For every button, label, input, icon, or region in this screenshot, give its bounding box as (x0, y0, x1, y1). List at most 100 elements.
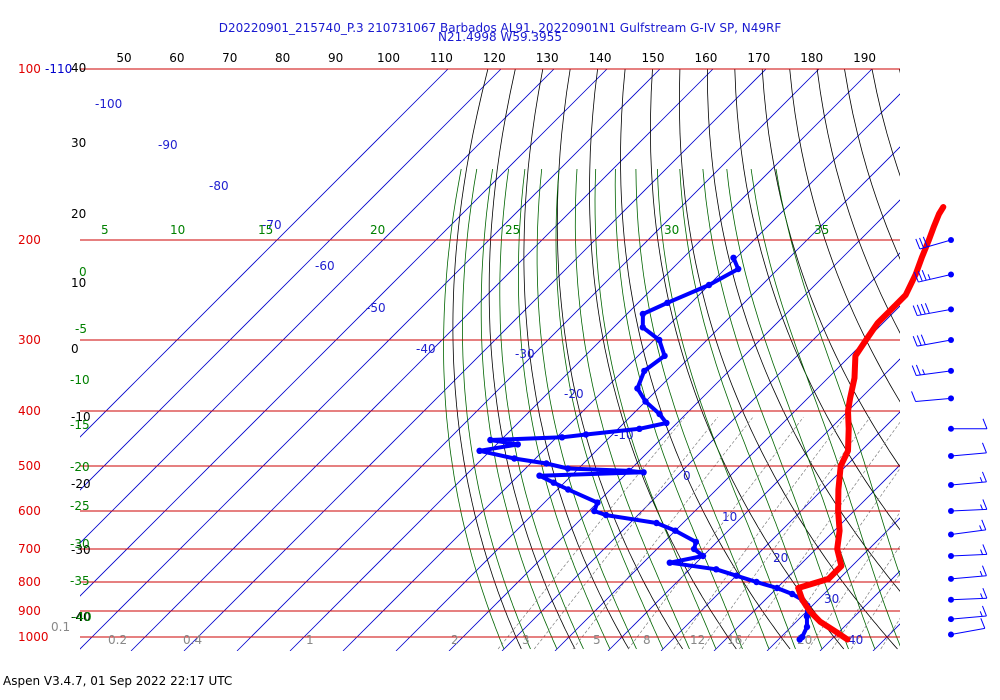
wind-barb (915, 236, 954, 250)
wind-barb-half-flag (979, 611, 983, 617)
footer-version-timestamp: Aspen V3.4.7, 01 Sep 2022 22:17 UTC (3, 674, 233, 688)
moist-adiabat-label: -40 (72, 610, 92, 624)
mixing-ratio-line (913, 417, 1000, 649)
wind-barb-dot (948, 425, 954, 432)
moist-adiabat-label: -30 (70, 537, 90, 551)
moist-adiabat-line (614, 168, 743, 650)
wind-barb-staff (950, 452, 987, 457)
left-height-label: -20 (71, 477, 91, 491)
isotherm-line (342, 93, 900, 651)
left-height-label: 40 (71, 61, 86, 75)
wind-barb-staff (950, 529, 986, 535)
wind-barb-flag (924, 303, 930, 314)
top-axis-tick-label: 50 (116, 51, 131, 65)
top-axis-tick-label: 170 (747, 51, 770, 65)
isotherm-line (80, 69, 608, 597)
dry-adiabat-line (982, 69, 1000, 649)
wind-barb-half-flag (979, 525, 983, 531)
pressure-label: 200 (18, 233, 41, 247)
mixing-ratio-line (880, 617, 900, 650)
wind-barb-dot (948, 452, 954, 459)
top-axis-tick-label: 190 (853, 51, 876, 65)
wind-barb-half-flag (927, 274, 931, 280)
dry-adiabat-line (488, 69, 576, 650)
dry-adiabat-line (589, 69, 737, 650)
mixing-ratio-line (739, 421, 900, 650)
top-axis-tick-label: 160 (694, 51, 717, 65)
isotherm-label: 30 (824, 592, 839, 606)
wind-barb-staff (950, 508, 987, 512)
dry-adiabat-line (452, 69, 522, 650)
isotherm-line (501, 252, 900, 651)
top-axis-tick-label: 140 (589, 51, 612, 65)
pressure-label: 400 (18, 404, 41, 418)
isotherm-line (872, 623, 900, 651)
wind-barb-staff (919, 239, 952, 250)
isotherm-line (80, 69, 502, 491)
mixing-ratio-line (831, 545, 900, 650)
isotherm-line (660, 411, 900, 651)
wind-barb-staff (917, 308, 952, 317)
wind-barb-staff (950, 481, 987, 486)
wind-barb (948, 605, 987, 623)
mixing-ratio-line (533, 416, 718, 650)
left-height-label: 10 (71, 276, 86, 290)
wind-barb-half-flag (980, 549, 984, 555)
isotherm-line (979, 69, 1000, 651)
isotherm-line (554, 305, 900, 651)
mixing-ratio-label: 0.2 (108, 633, 127, 647)
wind-barb-half-flag (980, 593, 984, 599)
moist-adiabat-label: 25 (505, 223, 520, 237)
wind-barb-flag (982, 588, 988, 599)
wind-barb-flag (911, 365, 917, 376)
dry-adiabat-line (620, 69, 791, 650)
wind-barb (948, 499, 988, 514)
wind-barb-flag (920, 334, 926, 345)
wind-barb-dot (948, 337, 954, 344)
wind-barb (948, 565, 987, 582)
dry-adiabat-line (761, 69, 900, 468)
pressure-label: 700 (18, 542, 41, 556)
wind-barb-half-flag (979, 477, 983, 483)
wind-barb-staff (950, 627, 985, 636)
chart-title-line-1: D20220901_215740_P.3 210731067 Barbados … (218, 21, 782, 35)
isotherm-label: -20 (564, 387, 584, 401)
left-height-label: 0 (71, 342, 79, 356)
pressure-upper-label: -110 (45, 62, 72, 76)
isotherm-label: -60 (315, 259, 335, 273)
wind-barb (948, 442, 987, 459)
isotherm-label: 0 (683, 469, 691, 483)
moist-adiabat-line (657, 168, 796, 650)
wind-barb-dot (948, 367, 954, 374)
wind-barb-flag (919, 237, 925, 249)
wind-barb-staff (950, 597, 987, 601)
moist-adiabat-line (775, 168, 900, 577)
moist-adiabat-line (499, 168, 584, 650)
wind-barb-dot (948, 631, 954, 638)
top-axis-tick-label: 120 (483, 51, 506, 65)
wind-barb-flag (916, 304, 922, 316)
mixing-ratio-line (701, 416, 871, 650)
isotherm-line (130, 69, 714, 651)
wind-barb-dot (948, 531, 954, 538)
moist-adiabat-label: 30 (664, 223, 679, 237)
wind-barb (911, 364, 954, 377)
isotherm-label: 40 (848, 633, 863, 647)
mixing-ratio-label: 2 (451, 633, 459, 647)
isotherm-line (236, 69, 820, 651)
isotherm-line (183, 69, 767, 651)
wind-barb (948, 418, 988, 432)
left-height-label: -30 (71, 543, 91, 557)
wind-barb (912, 303, 954, 317)
top-axis-tick-label: 60 (169, 51, 184, 65)
mixing-ratio-label: 5 (593, 633, 601, 647)
wind-barb (948, 471, 987, 488)
wind-barb-flag (981, 442, 987, 454)
moist-adiabat-label: 0 (79, 265, 87, 279)
wind-barb-staff (950, 615, 987, 620)
top-axis-tick-label: 110 (430, 51, 453, 65)
dry-adiabat-line (556, 69, 683, 650)
dry-adiabat-line (789, 69, 900, 403)
mixing-ratio-line (628, 416, 804, 650)
moist-adiabat-label: -15 (70, 418, 90, 432)
